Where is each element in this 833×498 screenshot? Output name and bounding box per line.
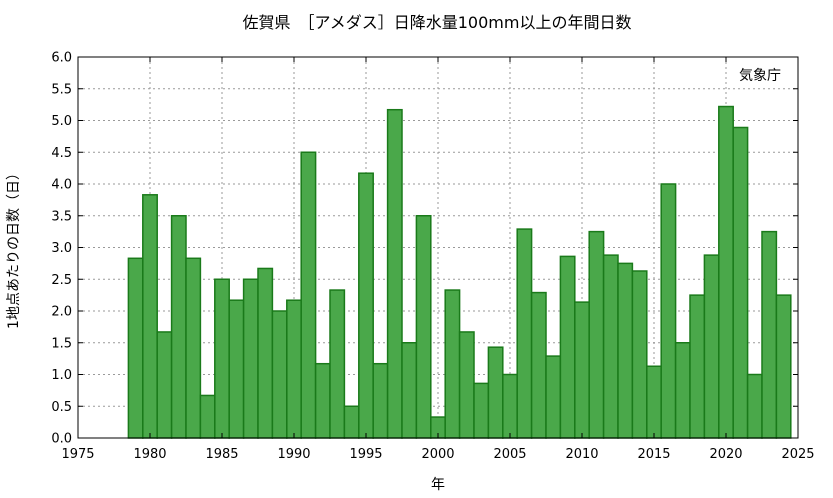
y-tick-label: 3.0: [51, 241, 72, 256]
x-tick-label: 2015: [637, 447, 670, 462]
bar-2010: [574, 301, 590, 439]
bar-2008: [545, 355, 562, 439]
bar-2005: [502, 373, 518, 439]
bar-1984: [199, 394, 216, 439]
bar-1982: [170, 215, 187, 439]
source-annotation: 気象庁: [739, 68, 781, 84]
bar-1995: [358, 172, 374, 439]
y-tick-label: 2.0: [51, 305, 72, 320]
bar-1996: [372, 362, 389, 439]
x-axis-ticks: 1975 1980 1985 1990 1995 2000 2005 2010 2015 2020…: [61, 57, 815, 462]
bar-2004: [487, 346, 504, 439]
bar-1981: [156, 331, 173, 439]
bar-2013: [617, 262, 634, 439]
bar-1989: [271, 310, 288, 439]
y-tick-label: 4.5: [51, 146, 72, 161]
x-tick-label: 1985: [205, 447, 238, 462]
y-tick-label: 0.5: [51, 400, 72, 415]
y-tick-label: 1.5: [51, 336, 72, 351]
bar-1985: [214, 278, 230, 439]
bar-2015: [646, 365, 662, 439]
bar-1987: [242, 278, 259, 439]
bars: [127, 105, 792, 439]
bar-1993: [329, 289, 346, 439]
x-tick-label: 1990: [277, 447, 310, 462]
x-tick-label: 1975: [61, 447, 94, 462]
x-tick-label: 2005: [493, 447, 526, 462]
bar-2022: [746, 373, 763, 439]
bar-1986: [228, 299, 245, 439]
x-tick-label: 2025: [781, 447, 814, 462]
x-tick-label: 1995: [349, 447, 382, 462]
chart-title: 佐賀県 ［アメダス］日降水量100mm以上の年間日数: [243, 13, 632, 32]
x-tick-label: 2020: [709, 447, 742, 462]
bar-2019: [703, 254, 720, 439]
bar-2014: [631, 270, 648, 439]
bar-2007: [530, 291, 547, 439]
y-tick-label: 5.0: [51, 114, 72, 129]
y-axis-label: 1地点あたりの日数（日）: [6, 166, 22, 329]
bar-2011: [588, 230, 605, 439]
y-tick-label: 3.5: [51, 209, 72, 224]
bar-1994: [343, 405, 360, 439]
bar-1991: [300, 151, 317, 439]
bar-2020: [718, 105, 734, 439]
bar-1983: [185, 257, 202, 439]
bar-1979: [127, 257, 144, 439]
bar-2017: [674, 342, 691, 439]
bar-2002: [458, 331, 475, 439]
bar-1999: [415, 215, 432, 439]
y-tick-label: 2.5: [51, 273, 72, 288]
x-tick-label: 2010: [565, 447, 598, 462]
bar-2024: [775, 294, 792, 439]
bar-2021: [732, 126, 749, 439]
y-tick-label: 1.0: [51, 368, 72, 383]
y-axis-ticks: 0.0 0.5 1.0 1.5 2.0 2.5 3.0 3.5 4.0 4.5 5.0 5.5 6.0: [51, 51, 798, 447]
bar-1992: [314, 362, 331, 439]
x-axis-label: 年: [431, 477, 445, 493]
bar-2018: [689, 294, 706, 439]
x-tick-label: 2000: [421, 447, 454, 462]
bar-2023: [761, 230, 778, 439]
bar-1998: [401, 342, 418, 439]
bar-2003: [473, 382, 490, 439]
bar-2001: [444, 289, 461, 439]
y-tick-label: 6.0: [51, 51, 72, 66]
bar-1997: [386, 108, 403, 439]
bar-2006: [516, 228, 533, 439]
bar-1990: [286, 299, 302, 439]
bar-2009: [559, 255, 576, 439]
y-tick-label: 5.5: [51, 82, 72, 97]
bar-1988: [257, 267, 274, 439]
bar-2016: [660, 183, 677, 439]
y-tick-label: 0.0: [51, 432, 72, 447]
y-tick-label: 4.0: [51, 178, 72, 193]
bar-2012: [602, 254, 619, 439]
x-tick-label: 1980: [133, 447, 166, 462]
bar-1980: [142, 194, 158, 439]
